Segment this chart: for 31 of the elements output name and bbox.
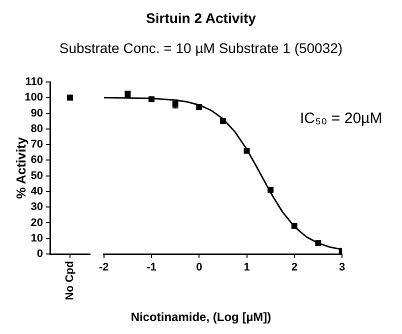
point [220, 118, 226, 124]
x-tick-label: -1 [146, 262, 156, 274]
y-tick-label: 70 [30, 138, 43, 151]
x-tick-label: No Cpd [64, 261, 76, 300]
annotation: IC₅₀ = 20µM [300, 110, 382, 127]
y-tick-label: 100 [24, 92, 43, 104]
chart-subtitle: Substrate Conc. = 10 µM Substrate 1 (50032) [58, 40, 344, 56]
y-tick-label: 50 [30, 170, 43, 182]
x-tick-label: 2 [291, 262, 298, 274]
point [291, 222, 298, 229]
y-tick-label: 20 [30, 216, 43, 229]
point [315, 240, 322, 246]
chart-title: Sirtuin 2 Activity [145, 10, 257, 26]
y-tick-label: 40 [30, 185, 43, 198]
point [148, 96, 154, 102]
point [244, 148, 250, 154]
x-axis-title: Nicotinamide, (Log [µM]) [130, 310, 272, 324]
point [196, 104, 202, 110]
y-tick-label: 60 [30, 154, 43, 166]
y-axis-title: % Activity [13, 136, 28, 199]
y-tick-label: 90 [30, 107, 43, 120]
y-tick-label: 110 [25, 76, 43, 88]
x-tick-label: 1 [244, 262, 250, 274]
x-tick-label: 0 [196, 262, 202, 274]
x-tick-label: -2 [99, 262, 109, 274]
y-tick-label: 30 [30, 201, 43, 214]
x-tick-label: 3 [338, 262, 346, 274]
y-tick-label: 0 [36, 248, 43, 260]
y-tick-label: 80 [30, 122, 43, 135]
point [268, 186, 274, 193]
y-tick-label: 10 [30, 232, 43, 244]
